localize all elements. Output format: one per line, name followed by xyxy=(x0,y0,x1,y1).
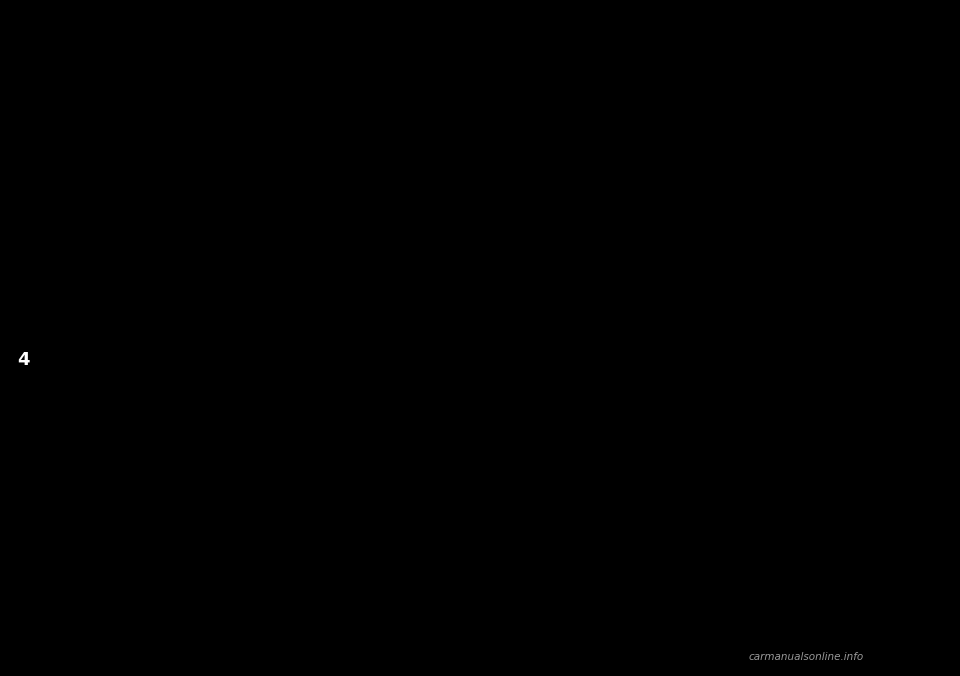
Text: • How the system works  . . . . . . . . . . . . . . . . . . . . . 4-113: • How the system works . . . . . . . . .… xyxy=(478,245,786,256)
Text: LCD display  . . . . . . . . . . . . . . . . . . . . . . . . . . . . . . . 4-69: LCD display . . . . . . . . . . . . . . … xyxy=(65,199,437,212)
Text: • Front fog light  . . . . . . . . . . . . . . . . . . . . . . . . . . . 4-128: • Front fog light . . . . . . . . . . . … xyxy=(478,518,781,528)
Text: • Non-operating condition . . . . . . . . . . . . . . . . . . . 4-110: • Non-operating condition . . . . . . . … xyxy=(478,223,779,233)
Text: • Battery saver function. . . . . . . . . . . . . . . . . . . . . . 4-123: • Battery saver function. . . . . . . . … xyxy=(478,382,785,392)
Text: • Daytime running light. . . . . . . . . . . . . . . . . . . . . . 4-130: • Daytime running light. . . . . . . . .… xyxy=(478,564,782,573)
Text: • Overview. . . . . . . . . . . . . . . . . . . . . . . . . . . . . . . . . . 4-: • Overview. . . . . . . . . . . . . . . … xyxy=(82,382,394,392)
Text: • Operation . . . . . . . . . . . . . . . . . . . . . . . . . . . . . . . . 4-10: • Operation . . . . . . . . . . . . . . … xyxy=(478,110,790,120)
Text: • Self-diagnosis . . . . . . . . . . . . . . . . . . . . . . . . . . . . 4-103: • Self-diagnosis . . . . . . . . . . . .… xyxy=(82,609,388,619)
Text: • Rear parking assist system precautions  . . . . . . . . 4-102: • Rear parking assist system precautions… xyxy=(82,586,392,596)
Text: • Fuel economy . . . . . . . . . . . . . . . . . . . . . . . . . . . . . . 4-83: • Fuel economy . . . . . . . . . . . . .… xyxy=(82,427,395,437)
Text: • Additional instructions (messages)  . . . . . . . . . . . 4-119: • Additional instructions (messages) . .… xyxy=(478,268,782,279)
Text: Instrument cluster . . . . . . . . . . . . . . . . . . . . . . . . . 4-60: Instrument cluster . . . . . . . . . . .… xyxy=(65,85,429,98)
Text: • Rear fog light . . . . . . . . . . . . . . . . . . . . . . . . . . . . 4-129: • Rear fog light . . . . . . . . . . . .… xyxy=(478,541,781,551)
Text: • High - beam operation  . . . . . . . . . . . . . . . . . . . . . 4-127: • High - beam operation . . . . . . . . … xyxy=(478,473,785,483)
Text: 4: 4 xyxy=(16,351,30,369)
Text: Rear parking assist system  . . . . . . . . . . . . . . 4-100: Rear parking assist system . . . . . . .… xyxy=(65,516,403,529)
Text: • Operation . . . . . . . . . . . . . . . . . . . . . . . . . . . . . . . . 4-10: • Operation . . . . . . . . . . . . . . … xyxy=(82,541,395,551)
Text: Smart parking assist system (SPAS)  . . . . . . . . 4-109: Smart parking assist system (SPAS) . . .… xyxy=(461,176,805,189)
Text: • Service mode  . . . . . . . . . . . . . . . . . . . . . . . . . . . . . 4-70: • Service mode . . . . . . . . . . . . .… xyxy=(82,245,390,256)
Text: Lighting . . . . . . . . . . . . . . . . . . . . . . . . . . . . . . . . . 4-123: Lighting . . . . . . . . . . . . . . . .… xyxy=(461,358,831,370)
Text: • Indicator lights. . . . . . . . . . . . . . . . . . . . . . . . . . . . . 4-95: • Indicator lights. . . . . . . . . . . … xyxy=(82,496,390,506)
Text: • Non-operational conditions  . . . . . . . . . . . . . . . 4-101: • Non-operational conditions . . . . . .… xyxy=(82,564,373,573)
Text: • Instrument cluster control . . . . . . . . . . . . . . . . . . . . 4-62: • Instrument cluster control . . . . . .… xyxy=(82,110,392,120)
Text: • System malfunction . . . . . . . . . . . . . . . . . . . . . . . 4-120: • System malfunction . . . . . . . . . .… xyxy=(478,291,782,301)
Text: Trip computer . . . . . . . . . . . . . . . . . . . . . . . . . . . . . . 4-81: Trip computer . . . . . . . . . . . . . … xyxy=(65,358,441,370)
Text: • User settings mode. . . . . . . . . . . . . . . . . . . . . . . . . . 4-71: • User settings mode. . . . . . . . . . … xyxy=(82,268,394,279)
Text: • Adaptive front lighting system (AFLS) . . . . . . . . 4-131: • Adaptive front lighting system (AFLS) … xyxy=(478,609,774,619)
Text: Rearview camera  . . . . . . . . . . . . . . . . . . . . . . . . 4-121: Rearview camera . . . . . . . . . . . . … xyxy=(461,312,818,325)
Text: • Lighting control . . . . . . . . . . . . . . . . . . . . . . . . . . 4-123: • Lighting control . . . . . . . . . . .… xyxy=(478,427,780,437)
Text: • Trip A/B  . . . . . . . . . . . . . . . . . . . . . . . . . . . . . . . . . 4-: • Trip A/B . . . . . . . . . . . . . . .… xyxy=(82,405,385,414)
Text: • Non-operational conditions  . . . . . . . . . . . . . . . 4-107: • Non-operational conditions . . . . . .… xyxy=(478,132,770,142)
Text: • A/V mode . . . . . . . . . . . . . . . . . . . . . . . . . . . . . . . . . 4-7: • A/V mode . . . . . . . . . . . . . . .… xyxy=(82,291,393,301)
Text: • Warning messages . . . . . . . . . . . . . . . . . . . . . . . . . . 4-75: • Warning messages . . . . . . . . . . .… xyxy=(82,337,394,347)
Text: • Transaxle shift indicator . . . . . . . . . . . . . . . . . . . . . . 4-68: • Transaxle shift indicator . . . . . . … xyxy=(82,178,394,188)
Text: • Headlight (Headlamp) escort function  . . . . . . . . 4-123: • Headlight (Headlamp) escort function .… xyxy=(478,405,779,414)
Text: • Traffic change  . . . . . . . . . . . . . . . . . . . . . . . . . . . 4-125: • Traffic change . . . . . . . . . . . .… xyxy=(478,450,781,460)
Text: • LCD display control . . . . . . . . . . . . . . . . . . . . . . . . . 4-62: • LCD display control . . . . . . . . . … xyxy=(82,132,390,142)
Text: • Headlight leveling device  . . . . . . . . . . . . . . . . . . 4-130: • Headlight leveling device . . . . . . … xyxy=(478,586,780,596)
Text: • Self-diagnosis . . . . . . . . . . . . . . . . . . . . . . . . . . . . 4-108: • Self-diagnosis . . . . . . . . . . . .… xyxy=(478,155,783,165)
Text: • Gauges  . . . . . . . . . . . . . . . . . . . . . . . . . . . . . . . . . . 4-: • Gauges . . . . . . . . . . . . . . . .… xyxy=(82,155,392,165)
Text: Parking assist system . . . . . . . . . . . . . . . . . . . . 4-104: Parking assist system . . . . . . . . . … xyxy=(461,85,810,98)
Text: Hazard warning flasher . . . . . . . . . . . . . . . . . 4-122: Hazard warning flasher . . . . . . . . .… xyxy=(461,335,796,348)
Text: • Turn by turn mode  . . . . . . . . . . . . . . . . . . . . . . . . . 4-74: • Turn by turn mode . . . . . . . . . . … xyxy=(82,314,388,324)
Text: • Turn signals and lane change signals  . . . . . . . . . 4-128: • Turn signals and lane change signals .… xyxy=(478,496,780,506)
Text: • Warning lights . . . . . . . . . . . . . . . . . . . . . . . . . . . . . 4-85: • Warning lights . . . . . . . . . . . .… xyxy=(82,473,391,483)
Text: • Operating condition  . . . . . . . . . . . . . . . . . . . . . . . 4-110: • Operating condition . . . . . . . . . … xyxy=(478,200,785,210)
Text: • LCD modes. . . . . . . . . . . . . . . . . . . . . . . . . . . . . . . . 4-69: • LCD modes. . . . . . . . . . . . . . .… xyxy=(82,223,391,233)
Text: Warning and indicator lights  . . . . . . . . . . . . . . 4-85: Warning and indicator lights . . . . . .… xyxy=(65,449,405,462)
Text: carmanualsonline.info: carmanualsonline.info xyxy=(749,652,864,662)
